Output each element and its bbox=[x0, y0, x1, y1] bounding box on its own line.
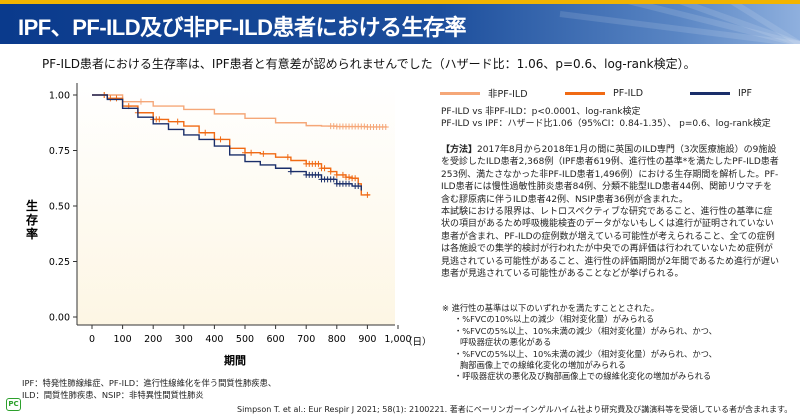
censor-mark bbox=[364, 191, 371, 198]
censor-mark bbox=[248, 149, 255, 156]
note-item: 呼吸器症状の悪化がある bbox=[460, 337, 552, 348]
method-text: 【方法】2017年8月から2018年1月の間に英国のILD専門（3次医療施設）の… bbox=[441, 144, 781, 280]
x-axis-unit: （日） bbox=[403, 336, 430, 348]
criteria-note: ※ 進行性の基準は以下のいずれかを満たすこととされた。 ・%FVCの10%以上の… bbox=[442, 303, 717, 383]
legend-item: PF-ILD bbox=[565, 86, 690, 100]
legend-label: 非PF-ILD bbox=[488, 89, 528, 100]
limitations-text: 本試験における限界は、レトロスペクティブな研究であること、進行性の基準に症状の項… bbox=[441, 207, 780, 280]
company-logo: PC bbox=[6, 398, 21, 411]
x-tick-label: 500 bbox=[236, 334, 254, 345]
x-tick-label: 100 bbox=[114, 334, 132, 345]
accent-strip bbox=[0, 0, 800, 4]
method-body: 2017年8月から2018年1月の間に英国のILD専門（3次医療施設）の9施設を… bbox=[441, 145, 779, 205]
y-tick-label: 0.00 bbox=[49, 313, 70, 324]
stat-line: PF-ILD vs 非PF-ILD：p<0.0001、log-rank検定 bbox=[441, 107, 641, 117]
legend-item: IPF bbox=[690, 86, 800, 100]
censor-mark bbox=[330, 176, 337, 183]
y-axis-label: 生存率 bbox=[25, 198, 38, 241]
page-title: IPF、PF-ILD及び非PF-ILD患者における生存率 bbox=[18, 15, 466, 40]
y-tick-label: 0.75 bbox=[49, 146, 70, 157]
legend-label: IPF bbox=[738, 87, 752, 99]
legend-swatch bbox=[565, 91, 605, 95]
censor-mark bbox=[260, 150, 267, 157]
censor-mark bbox=[287, 168, 294, 175]
censor-mark bbox=[315, 160, 322, 167]
censor-mark bbox=[346, 180, 353, 187]
x-tick-label: 1,000 bbox=[384, 334, 411, 345]
method-label: 【方法】 bbox=[441, 145, 478, 155]
x-axis-label: 期間 bbox=[224, 353, 246, 367]
censor-mark bbox=[137, 98, 144, 105]
x-tick-label: 600 bbox=[267, 334, 285, 345]
x-tick-label: 200 bbox=[144, 334, 162, 345]
survival-chart: 0.00 0.25 0.50 0.75 1.00 0 100 200 300 400 500 600 7… bbox=[25, 83, 430, 367]
abbr-line: IPF：特発性肺線維症、PF-ILD：進行性線維化を伴う間質性肺疾患、 bbox=[22, 378, 277, 388]
censor-mark bbox=[113, 95, 120, 102]
y-tick-label: 0.25 bbox=[49, 257, 70, 268]
statistics: PF-ILD vs 非PF-ILD：p<0.0001、log-rank検定 PF… bbox=[441, 106, 771, 130]
subtitle: PF-ILD患者における生存率は、IPF患者と有意差が認められませんでした（ハザ… bbox=[42, 57, 696, 71]
censor-mark bbox=[284, 154, 291, 161]
x-tick-label: 900 bbox=[358, 334, 376, 345]
x-tick-label: 700 bbox=[297, 334, 315, 345]
y-tick-label: 1.00 bbox=[49, 91, 70, 102]
legend: 非PF-ILD PF-ILD IPF bbox=[440, 86, 800, 100]
censor-mark bbox=[382, 123, 389, 130]
note-item: ・呼吸器症状の悪化及び胸部画像上での線維化変化の増加がみられる bbox=[454, 371, 712, 382]
stat-line: PF-ILD vs IPF：ハザード比1.06（95%CI：0.84-1.35）… bbox=[441, 119, 771, 129]
note-item: 胸部画像上での線維化変化の増加がみられる bbox=[460, 360, 626, 371]
censor-mark bbox=[352, 175, 359, 182]
note-heading: ※ 進行性の基準は以下のいずれかを満たすこととされた。 bbox=[442, 303, 660, 313]
censor-mark bbox=[355, 183, 362, 190]
legend-item: 非PF-ILD bbox=[440, 86, 565, 100]
x-tick-label: 800 bbox=[328, 334, 346, 345]
legend-swatch bbox=[440, 91, 480, 95]
censor-mark bbox=[333, 171, 340, 178]
plot-area bbox=[77, 83, 395, 325]
legend-label: PF-ILD bbox=[613, 87, 644, 99]
note-item: ・%FVCの5%以上、10%未満の減少（相対変化量）がみられ、かつ、 bbox=[454, 325, 717, 336]
censor-mark bbox=[346, 174, 353, 181]
header-rays bbox=[559, 4, 800, 44]
censor-mark bbox=[217, 136, 224, 143]
note-item: ・%FVCの5%以上、10%未満の減少（相対変化量）がみられ、かつ、 bbox=[454, 348, 717, 359]
censor-mark bbox=[327, 168, 334, 175]
x-tick-label: 300 bbox=[175, 334, 193, 345]
x-tick-label: 0 bbox=[89, 334, 95, 345]
censor-mark bbox=[202, 129, 209, 136]
censor-mark bbox=[107, 95, 114, 102]
censor-mark bbox=[156, 116, 163, 123]
censor-mark bbox=[321, 165, 328, 172]
citation: Simpson T. et al.: Eur Respir J 2021; 58… bbox=[237, 405, 793, 414]
abbreviations: IPF：特発性肺線維症、PF-ILD：進行性線維化を伴う間質性肺疾患、 ILD：… bbox=[22, 377, 276, 401]
censor-mark bbox=[339, 171, 346, 178]
y-tick-label: 0.50 bbox=[49, 202, 70, 213]
header-bar: IPF、PF-ILD及び非PF-ILD患者における生存率 bbox=[0, 4, 800, 44]
x-tick-label: 400 bbox=[205, 334, 223, 345]
note-item: ・%FVCの10%以上の減少（相対変化量）がみられる bbox=[454, 314, 655, 325]
legend-swatch bbox=[690, 91, 730, 95]
censor-mark bbox=[315, 171, 322, 178]
abbr-line: ILD：間質性肺疾患、NSIP：非特異性間質性肺炎 bbox=[22, 390, 204, 400]
censor-mark bbox=[174, 118, 181, 125]
